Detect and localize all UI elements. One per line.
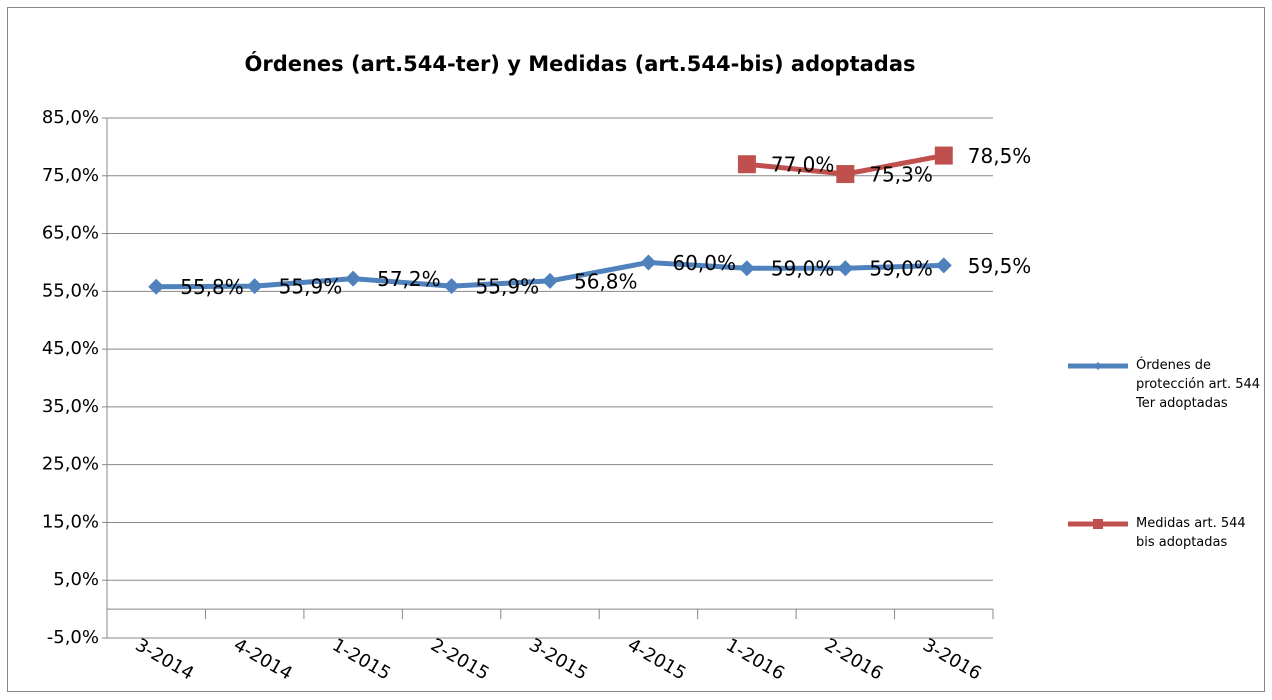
- marker: [836, 165, 855, 184]
- data-label: 78,5%: [968, 144, 1032, 168]
- y-tick-label: 85,0%: [42, 107, 99, 128]
- marker: [935, 257, 952, 274]
- marker: [246, 278, 263, 295]
- data-label: 55,8%: [180, 275, 244, 299]
- data-label: 59,0%: [869, 257, 933, 281]
- y-tick-label: -5,0%: [47, 627, 99, 648]
- data-label: 55,9%: [476, 275, 540, 299]
- chart-title: Órdenes (art.544-ter) y Medidas (art.544…: [244, 51, 915, 76]
- data-label: 55,9%: [279, 275, 343, 299]
- marker: [345, 270, 362, 287]
- y-tick-label: 15,0%: [42, 511, 99, 532]
- legend-label: Medidas art. 544 bis adoptadas: [1136, 516, 1246, 550]
- data-label: 75,3%: [869, 163, 933, 187]
- marker: [443, 278, 460, 295]
- marker: [640, 254, 657, 271]
- marker: [934, 146, 953, 165]
- data-label: 59,0%: [771, 257, 835, 281]
- data-label: 56,8%: [574, 269, 638, 293]
- y-tick-label: 65,0%: [42, 223, 99, 244]
- y-tick-label: 55,0%: [42, 280, 99, 301]
- marker: [738, 260, 755, 277]
- y-tick-label: 25,0%: [42, 454, 99, 475]
- marker: [542, 272, 558, 289]
- data-label: 59,5%: [968, 254, 1032, 278]
- marker: [148, 278, 165, 295]
- legend-marker: [1093, 519, 1103, 529]
- y-tick-label: 5,0%: [53, 569, 99, 590]
- data-label: 60,0%: [672, 251, 736, 275]
- legend-marker: [1094, 362, 1102, 370]
- marker: [837, 260, 854, 277]
- marker: [737, 155, 756, 174]
- data-label: 57,2%: [377, 267, 441, 291]
- y-tick-label: 35,0%: [42, 396, 99, 417]
- y-tick-label: 45,0%: [42, 338, 99, 359]
- legend-label: Órdenes de protección art. 544 Ter adopt…: [1136, 358, 1261, 411]
- y-tick-label: 75,0%: [42, 165, 99, 186]
- data-label: 77,0%: [771, 153, 835, 177]
